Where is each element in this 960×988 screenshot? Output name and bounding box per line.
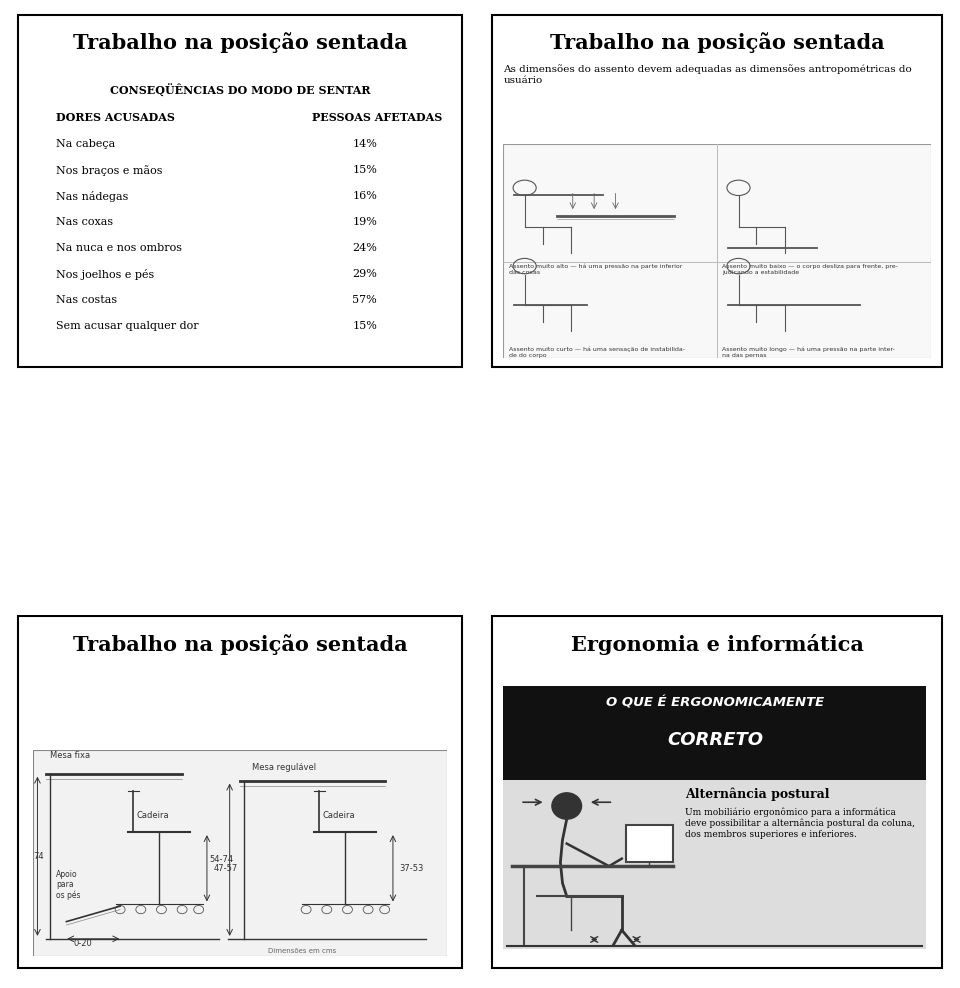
Text: Dimensões em cms: Dimensões em cms <box>268 947 336 953</box>
Text: 29%: 29% <box>352 269 377 279</box>
Text: 37-53: 37-53 <box>399 864 423 872</box>
FancyBboxPatch shape <box>17 617 463 968</box>
Text: 24%: 24% <box>352 243 377 253</box>
Text: As dimensões do assento devem adequadas as dimensões antropométricas do
usuário: As dimensões do assento devem adequadas … <box>503 64 912 85</box>
Text: Na cabeça: Na cabeça <box>56 139 115 149</box>
Text: 19%: 19% <box>352 217 377 227</box>
Text: Nas costas: Nas costas <box>56 294 117 305</box>
Text: Nos joelhos e pés: Nos joelhos e pés <box>56 269 154 280</box>
Text: Alternância postural: Alternância postural <box>685 787 829 800</box>
Text: Na nuca e nos ombros: Na nuca e nos ombros <box>56 243 181 253</box>
Text: Assento muito longo — há uma pressão na parte inter-
na das pernas: Assento muito longo — há uma pressão na … <box>723 347 896 358</box>
Text: Nas nádegas: Nas nádegas <box>56 191 129 202</box>
Text: 0-20: 0-20 <box>74 939 92 947</box>
Text: Assento muito alto — há uma pressão na parte inferior
das coxas: Assento muito alto — há uma pressão na p… <box>509 264 682 276</box>
Text: Ergonomia e informática: Ergonomia e informática <box>570 634 864 655</box>
FancyBboxPatch shape <box>626 825 673 863</box>
Text: Mesa regulável: Mesa regulável <box>252 764 317 773</box>
Text: Um mobiliário ergonômico para a informática
deve possibilitar a alternância post: Um mobiliário ergonômico para a informát… <box>685 808 915 839</box>
Text: 16%: 16% <box>352 191 377 201</box>
Text: 15%: 15% <box>352 321 377 331</box>
Text: 47-57: 47-57 <box>213 864 237 872</box>
Text: 57%: 57% <box>352 294 377 305</box>
Text: 14%: 14% <box>352 139 377 149</box>
FancyBboxPatch shape <box>503 780 926 948</box>
Text: 74: 74 <box>34 852 44 861</box>
Text: DORES ACUSADAS: DORES ACUSADAS <box>56 113 175 124</box>
Text: Apoio
para
os pés: Apoio para os pés <box>56 870 81 900</box>
Text: PESSOAS AFETADAS: PESSOAS AFETADAS <box>312 113 443 124</box>
FancyBboxPatch shape <box>503 686 926 780</box>
Text: Assento muito curto — há uma sensação de instabilida-
de do corpo: Assento muito curto — há uma sensação de… <box>509 347 684 358</box>
Text: Nas coxas: Nas coxas <box>56 217 113 227</box>
FancyBboxPatch shape <box>492 617 943 968</box>
Text: 54-74: 54-74 <box>209 856 233 864</box>
FancyBboxPatch shape <box>503 144 931 358</box>
Text: Trabalho na posição sentada: Trabalho na posição sentada <box>73 33 407 53</box>
Text: Assento muito baixo — o corpo desliza para frente, pre-
judicando a estabilidade: Assento muito baixo — o corpo desliza pa… <box>723 264 899 275</box>
Text: 15%: 15% <box>352 165 377 175</box>
Text: CONSEQÜÊNCIAS DO MODO DE SENTAR: CONSEQÜÊNCIAS DO MODO DE SENTAR <box>109 84 371 97</box>
Text: Trabalho na posição sentada: Trabalho na posição sentada <box>550 33 884 53</box>
Circle shape <box>552 792 582 819</box>
Text: Mesa fixa: Mesa fixa <box>50 751 90 761</box>
Text: O QUE É ERGONOMICAMENTE: O QUE É ERGONOMICAMENTE <box>606 697 824 710</box>
Text: Cadeira: Cadeira <box>136 811 169 820</box>
FancyBboxPatch shape <box>17 15 463 367</box>
Text: CORRETO: CORRETO <box>667 731 763 749</box>
Text: Cadeira: Cadeira <box>323 811 355 820</box>
Text: Nos braços e mãos: Nos braços e mãos <box>56 165 162 176</box>
FancyBboxPatch shape <box>34 750 446 956</box>
Text: Sem acusar qualquer dor: Sem acusar qualquer dor <box>56 321 199 331</box>
FancyBboxPatch shape <box>492 15 943 367</box>
Text: Trabalho na posição sentada: Trabalho na posição sentada <box>73 634 407 655</box>
